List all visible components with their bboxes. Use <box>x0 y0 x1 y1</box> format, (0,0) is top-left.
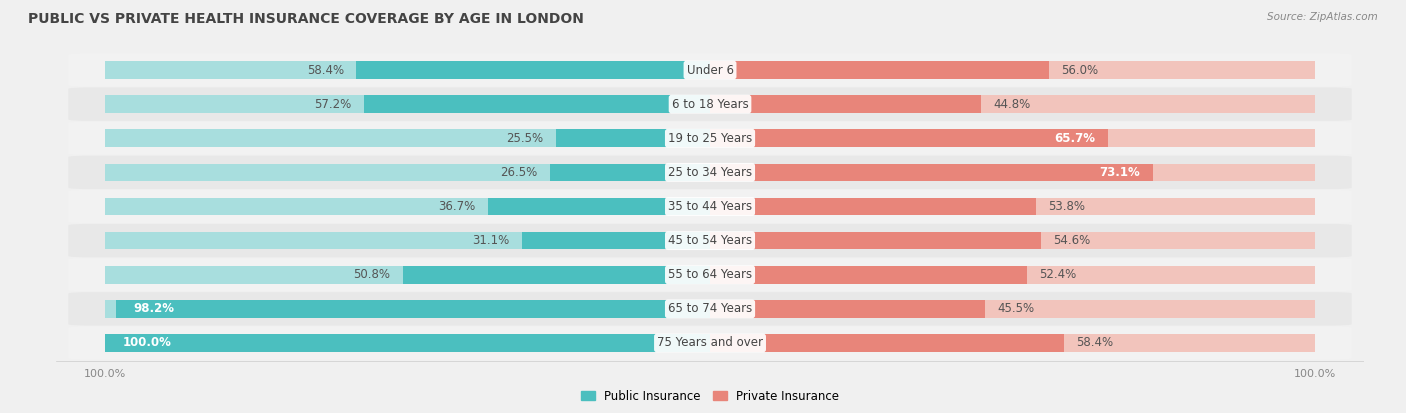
Bar <box>488 198 710 215</box>
Bar <box>104 334 710 352</box>
Bar <box>710 164 1153 181</box>
Text: 26.5%: 26.5% <box>501 166 537 179</box>
FancyBboxPatch shape <box>69 326 1351 360</box>
Text: 58.4%: 58.4% <box>308 64 344 76</box>
Bar <box>104 198 710 215</box>
Text: 65.7%: 65.7% <box>1054 132 1095 145</box>
Text: 44.8%: 44.8% <box>993 97 1031 111</box>
Bar <box>710 61 1316 79</box>
Text: 53.8%: 53.8% <box>1047 200 1085 213</box>
Text: 45.5%: 45.5% <box>998 302 1035 316</box>
Bar <box>710 198 1036 215</box>
Bar <box>710 61 1049 79</box>
Bar <box>710 198 1316 215</box>
Text: 52.4%: 52.4% <box>1039 268 1077 281</box>
Bar <box>710 129 1108 147</box>
Bar <box>710 266 1316 284</box>
Bar <box>104 61 710 79</box>
Bar <box>104 266 710 284</box>
Bar <box>710 300 1316 318</box>
Text: 25 to 34 Years: 25 to 34 Years <box>668 166 752 179</box>
Text: 35 to 44 Years: 35 to 44 Years <box>668 200 752 213</box>
Bar <box>710 95 981 113</box>
Text: 65 to 74 Years: 65 to 74 Years <box>668 302 752 316</box>
FancyBboxPatch shape <box>69 292 1351 325</box>
Text: 19 to 25 Years: 19 to 25 Years <box>668 132 752 145</box>
Bar <box>710 232 1316 249</box>
Text: 50.8%: 50.8% <box>353 268 391 281</box>
Bar <box>104 129 710 147</box>
Bar <box>550 164 710 181</box>
Text: 98.2%: 98.2% <box>134 302 174 316</box>
Bar <box>357 61 710 79</box>
Text: 25.5%: 25.5% <box>506 132 544 145</box>
Bar <box>710 334 1063 352</box>
Text: 36.7%: 36.7% <box>439 200 475 213</box>
Text: 100.0%: 100.0% <box>122 337 172 349</box>
Text: 75 Years and over: 75 Years and over <box>657 337 763 349</box>
Text: 55 to 64 Years: 55 to 64 Years <box>668 268 752 281</box>
FancyBboxPatch shape <box>69 121 1351 155</box>
Bar <box>710 334 1316 352</box>
Bar <box>522 232 710 249</box>
Text: 73.1%: 73.1% <box>1099 166 1140 179</box>
Bar <box>710 266 1028 284</box>
Text: 58.4%: 58.4% <box>1076 337 1112 349</box>
Text: 57.2%: 57.2% <box>315 97 352 111</box>
Bar <box>402 266 710 284</box>
FancyBboxPatch shape <box>69 224 1351 257</box>
FancyBboxPatch shape <box>69 190 1351 223</box>
FancyBboxPatch shape <box>69 53 1351 87</box>
Text: PUBLIC VS PRIVATE HEALTH INSURANCE COVERAGE BY AGE IN LONDON: PUBLIC VS PRIVATE HEALTH INSURANCE COVER… <box>28 12 583 26</box>
Text: 31.1%: 31.1% <box>472 234 509 247</box>
Bar <box>710 95 1316 113</box>
Text: 54.6%: 54.6% <box>1053 234 1090 247</box>
Bar <box>710 232 1040 249</box>
Bar <box>104 300 710 318</box>
Text: 45 to 54 Years: 45 to 54 Years <box>668 234 752 247</box>
Bar <box>710 129 1316 147</box>
Bar <box>104 95 710 113</box>
Text: 56.0%: 56.0% <box>1062 64 1098 76</box>
Bar <box>104 232 710 249</box>
Bar <box>104 164 710 181</box>
Text: 6 to 18 Years: 6 to 18 Years <box>672 97 748 111</box>
Bar <box>710 300 986 318</box>
Bar <box>115 300 710 318</box>
Bar <box>104 334 710 352</box>
Bar <box>364 95 710 113</box>
Legend: Public Insurance, Private Insurance: Public Insurance, Private Insurance <box>576 385 844 408</box>
Text: Source: ZipAtlas.com: Source: ZipAtlas.com <box>1267 12 1378 22</box>
Bar <box>555 129 710 147</box>
FancyBboxPatch shape <box>69 258 1351 292</box>
Bar <box>710 164 1316 181</box>
Text: Under 6: Under 6 <box>686 64 734 76</box>
FancyBboxPatch shape <box>69 156 1351 189</box>
FancyBboxPatch shape <box>69 88 1351 121</box>
